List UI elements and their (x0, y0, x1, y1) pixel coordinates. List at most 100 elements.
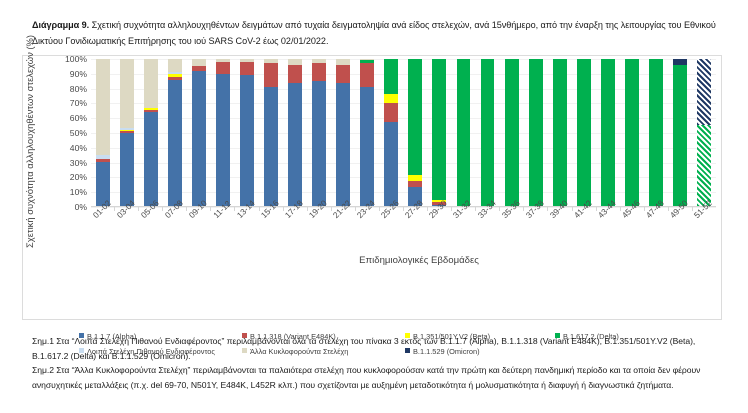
bar-segment[interactable] (216, 59, 231, 62)
bar-segment[interactable] (240, 59, 255, 62)
bar-segment[interactable] (240, 75, 255, 206)
bar-segment[interactable] (288, 82, 303, 206)
stacked-bar[interactable] (144, 59, 159, 206)
bar-segment[interactable] (360, 63, 375, 87)
bar-segment[interactable] (144, 59, 159, 108)
bar-segment[interactable] (96, 158, 110, 162)
bar-segment[interactable] (216, 73, 231, 206)
bar-segment[interactable] (456, 59, 471, 206)
stacked-bar[interactable] (336, 59, 351, 206)
stacked-bar[interactable] (696, 59, 711, 206)
bar-segment[interactable] (432, 200, 447, 202)
legend-item[interactable]: Λοιπά Στελέχη Πιθανού Ενδιαφέροντος (79, 347, 242, 356)
bar-segment[interactable] (96, 59, 110, 155)
stacked-bar[interactable] (168, 59, 183, 206)
stacked-bar[interactable] (552, 59, 567, 206)
bar-segment[interactable] (96, 154, 110, 159)
bar-segment[interactable] (168, 72, 183, 74)
stacked-bar[interactable] (480, 59, 495, 206)
stacked-bar[interactable] (192, 59, 207, 206)
bar-segment[interactable] (384, 59, 399, 95)
bar-segment[interactable] (360, 86, 375, 206)
bar-segment[interactable] (480, 59, 495, 206)
bar-segment[interactable] (96, 161, 110, 206)
bar-segment[interactable] (288, 64, 303, 83)
stacked-bar[interactable] (288, 59, 303, 206)
stacked-bar[interactable] (528, 59, 543, 206)
bar-segment[interactable] (120, 131, 135, 133)
bar-segment[interactable] (168, 59, 183, 73)
stacked-bar[interactable] (360, 59, 375, 206)
bar-segment[interactable] (696, 59, 711, 126)
stacked-bar[interactable] (576, 59, 591, 206)
bar-segment[interactable] (192, 70, 207, 206)
bar-segment[interactable] (384, 94, 399, 104)
stacked-bar[interactable] (432, 59, 447, 206)
legend-item[interactable]: B.1.351/501Y.V2 (Beta) (405, 332, 555, 341)
bar-segment[interactable] (432, 204, 447, 206)
bar-segment[interactable] (168, 73, 183, 77)
bar-segment[interactable] (432, 201, 447, 205)
stacked-bar[interactable] (408, 59, 423, 206)
bar-segment[interactable] (144, 110, 159, 112)
stacked-bar[interactable] (456, 59, 471, 206)
bar-segment[interactable] (120, 59, 135, 129)
bar-segment[interactable] (144, 111, 159, 206)
bar-segment[interactable] (408, 59, 423, 176)
stacked-bar[interactable] (240, 59, 255, 206)
bar-segment[interactable] (360, 59, 375, 61)
stacked-bar[interactable] (384, 59, 399, 206)
bar-segment[interactable] (552, 59, 567, 206)
bar-segment[interactable] (336, 82, 351, 206)
bar-segment[interactable] (408, 175, 423, 182)
bar-segment[interactable] (312, 63, 327, 82)
bar-segment[interactable] (216, 61, 231, 74)
bar-segment[interactable] (120, 129, 135, 132)
stacked-bar[interactable] (96, 59, 110, 206)
bar-segment[interactable] (432, 59, 447, 201)
bar-segment[interactable] (384, 122, 399, 206)
stacked-bar[interactable] (672, 59, 687, 206)
bar-segment[interactable] (168, 79, 183, 206)
bar-segment[interactable] (312, 81, 327, 206)
stacked-bar[interactable] (504, 59, 519, 206)
bar-segment[interactable] (168, 76, 183, 80)
legend-item[interactable]: Άλλα Κυκλοφορούντα Στελέχη (242, 347, 405, 356)
bar-segment[interactable] (192, 59, 207, 67)
bar-segment[interactable] (264, 59, 279, 64)
bar-segment[interactable] (144, 107, 159, 111)
bar-segment[interactable] (264, 86, 279, 206)
bar-segment[interactable] (360, 60, 375, 64)
bar-segment[interactable] (672, 59, 687, 65)
legend-item[interactable]: B.1.1.7 (Alpha) (79, 332, 242, 341)
legend-item[interactable]: B.1.1.529 (Omicron) (405, 347, 529, 356)
stacked-bar[interactable] (120, 59, 135, 206)
bar-segment[interactable] (120, 132, 135, 206)
bar-segment[interactable] (264, 63, 279, 87)
bar-segment[interactable] (600, 59, 615, 206)
bar-segment[interactable] (288, 59, 303, 65)
bar-segment[interactable] (336, 64, 351, 83)
bar-segment[interactable] (120, 128, 135, 130)
bar-segment[interactable] (312, 59, 327, 64)
stacked-bar[interactable] (216, 59, 231, 206)
stacked-bar[interactable] (648, 59, 663, 206)
bar-segment[interactable] (384, 103, 399, 123)
legend-item[interactable]: B.1.617.2 (Delta) (555, 332, 679, 341)
bar-segment[interactable] (192, 66, 207, 71)
bar-segment[interactable] (696, 125, 711, 206)
bar-segment[interactable] (336, 59, 351, 65)
bar-segment[interactable] (648, 59, 663, 206)
bar-segment[interactable] (408, 186, 423, 206)
stacked-bar[interactable] (264, 59, 279, 206)
bar-segment[interactable] (576, 59, 591, 206)
stacked-bar[interactable] (600, 59, 615, 206)
bar-segment[interactable] (504, 59, 519, 206)
bar-segment[interactable] (528, 59, 543, 206)
bar-segment[interactable] (624, 59, 639, 206)
bar-segment[interactable] (672, 64, 687, 206)
stacked-bar[interactable] (624, 59, 639, 206)
bar-segment[interactable] (408, 181, 423, 187)
bar-segment[interactable] (240, 61, 255, 76)
stacked-bar[interactable] (312, 59, 327, 206)
